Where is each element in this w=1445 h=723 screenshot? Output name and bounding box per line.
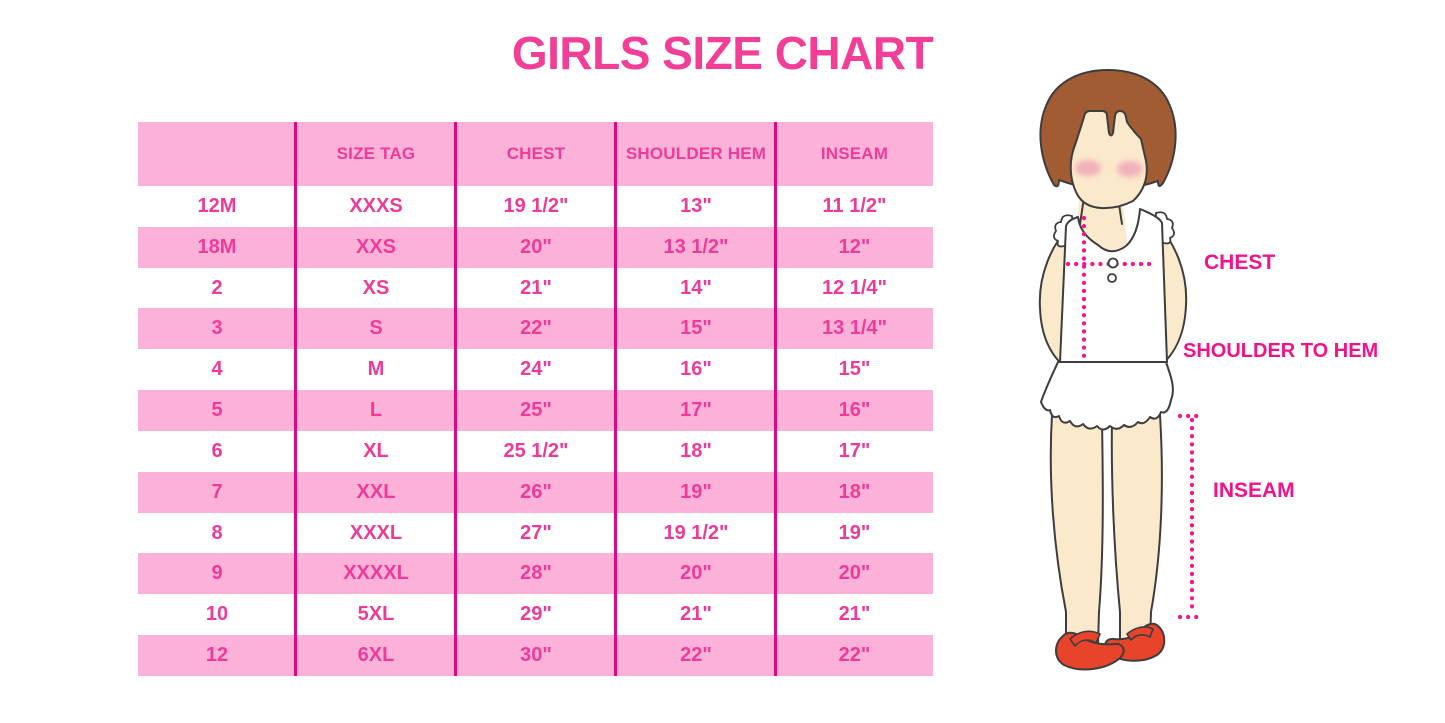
- shoulder-hem-cell: 17": [680, 399, 712, 422]
- size-cell: 9: [211, 562, 223, 585]
- size-tag-cell: M: [367, 358, 385, 381]
- chest-cell: 26": [520, 480, 552, 503]
- chest-cell: 21": [520, 276, 552, 299]
- chest-cell: 29": [520, 603, 552, 626]
- size-chart-table: SIZE TAG CHEST SHOULDER HEM INSEAM 12M X…: [138, 122, 933, 676]
- header-cell-chest: CHEST: [506, 144, 566, 163]
- inseam-cell: 17": [838, 439, 871, 462]
- shoulder-hem-cell: 15": [680, 317, 712, 340]
- shoulder-hem-cell: 16": [680, 358, 712, 381]
- inseam-cell: 18": [838, 480, 871, 503]
- shoulder-hem-cell: 14": [680, 276, 712, 299]
- chest-cell: 22": [520, 317, 552, 340]
- size-cell: 8: [211, 521, 223, 544]
- inseam-cell: 21": [838, 603, 871, 626]
- face: [1069, 110, 1148, 210]
- table-row: 18M XXS 20" 13 1/2" 12": [138, 226, 933, 268]
- table-row: 8 XXXL 27" 19 1/2" 19": [138, 512, 933, 554]
- size-tag-cell: XXXS: [349, 194, 403, 217]
- girl-illustration: [1038, 69, 1206, 671]
- chest-cell: 25 1/2": [503, 439, 569, 462]
- top-garment: [1059, 208, 1168, 363]
- size-tag-cell: 5XL: [357, 603, 395, 626]
- inseam-cell: 11 1/2": [822, 194, 887, 217]
- table-header-row: SIZE TAG CHEST SHOULDER HEM INSEAM: [138, 122, 933, 186]
- size-tag-cell: XXS: [355, 235, 397, 258]
- column-divider: [454, 122, 457, 676]
- column-divider: [774, 122, 777, 676]
- header-cell-size-tag: SIZE TAG: [336, 144, 416, 163]
- inseam-cell: 13 1/4": [821, 317, 888, 340]
- size-cell: 6: [211, 439, 223, 462]
- table-row: 10 5XL 29" 21" 21": [138, 594, 933, 636]
- size-cell: 18M: [197, 235, 237, 258]
- chest-cell: 24": [520, 358, 552, 381]
- size-tag-cell: XXXXL: [343, 562, 409, 585]
- table-row: 3 S 22" 15" 13 1/4": [138, 308, 933, 350]
- skirt: [1040, 361, 1174, 431]
- shoulder-hem-cell: 20": [680, 562, 712, 585]
- inseam-cell: 15": [838, 358, 871, 381]
- size-cell: 12: [205, 644, 229, 667]
- table-row: 5 L 25" 17" 16": [138, 390, 933, 431]
- header-cell-blank: [138, 122, 296, 186]
- chest-cell: 19 1/2": [503, 194, 569, 217]
- chest-cell: 27": [520, 521, 552, 544]
- top-button: [1107, 257, 1119, 269]
- page-title: GIRLS SIZE CHART: [511, 27, 934, 79]
- chest-cell: 28": [520, 562, 552, 585]
- inseam-cell: 22": [838, 644, 871, 667]
- left-shoe: [1055, 630, 1125, 671]
- shoulder-hem-cell: 21": [680, 603, 712, 626]
- left-blush: [1075, 160, 1101, 176]
- chest-cell: 25": [520, 399, 552, 422]
- left-leg: [1049, 413, 1104, 646]
- size-cell: 2: [211, 276, 223, 299]
- size-cell: 10: [205, 603, 229, 626]
- table-row: 9 XXXXL 28" 20" 20": [138, 553, 933, 595]
- inseam-cell: 19": [838, 521, 871, 544]
- table-row: 7 XXL 26" 19" 18": [138, 471, 933, 513]
- column-divider: [294, 122, 297, 676]
- size-cell: 12M: [197, 194, 237, 217]
- shoulder-hem-cell: 18": [680, 439, 712, 462]
- table-row: 12M XXXS 19 1/2" 13" 11 1/2": [138, 186, 933, 227]
- chest-cell: 30": [520, 644, 552, 667]
- table-row: 12 6XL 30" 22" 22": [138, 635, 933, 676]
- bottom-button: [1107, 273, 1117, 283]
- size-cell: 5: [211, 399, 223, 422]
- shoulder-to-hem-label: SHOULDER TO HEM: [1183, 340, 1379, 362]
- size-cell: 7: [211, 480, 223, 503]
- inseam-cell: 20": [838, 562, 871, 585]
- header-cell-shoulder-hem: SHOULDER HEM: [625, 144, 767, 163]
- inseam-cell: 16": [838, 399, 871, 422]
- right-blush: [1117, 161, 1143, 177]
- table-row: 2 XS 21" 14" 12 1/4": [138, 267, 933, 309]
- shoulder-hem-cell: 13 1/2": [663, 235, 729, 258]
- size-tag-cell: XS: [362, 276, 390, 299]
- size-tag-cell: XL: [363, 439, 389, 462]
- size-tag-cell: L: [369, 399, 383, 422]
- size-tag-cell: XXXL: [349, 521, 403, 544]
- size-tag-cell: 6XL: [357, 644, 395, 667]
- right-leg: [1110, 413, 1163, 646]
- chest-label: CHEST: [1204, 251, 1276, 274]
- table-row: 4 M 24" 16" 15": [138, 349, 933, 391]
- chest-cell: 20": [520, 235, 552, 258]
- shoulder-hem-cell: 22": [680, 644, 712, 667]
- size-tag-cell: XXL: [356, 480, 396, 503]
- inseam-cell: 12 1/4": [821, 276, 888, 299]
- inseam-cell: 12": [838, 235, 871, 258]
- table-row: 6 XL 25 1/2" 18" 17": [138, 430, 933, 472]
- shoulder-hem-cell: 19": [680, 480, 712, 503]
- header-cell-inseam: INSEAM: [820, 144, 889, 163]
- inseam-label: INSEAM: [1213, 479, 1295, 502]
- column-divider: [614, 122, 617, 676]
- size-cell: 4: [211, 358, 223, 381]
- shoulder-hem-cell: 19 1/2": [663, 521, 729, 544]
- size-tag-cell: S: [369, 317, 383, 340]
- size-cell: 3: [211, 317, 223, 340]
- shoulder-hem-cell: 13": [680, 194, 712, 217]
